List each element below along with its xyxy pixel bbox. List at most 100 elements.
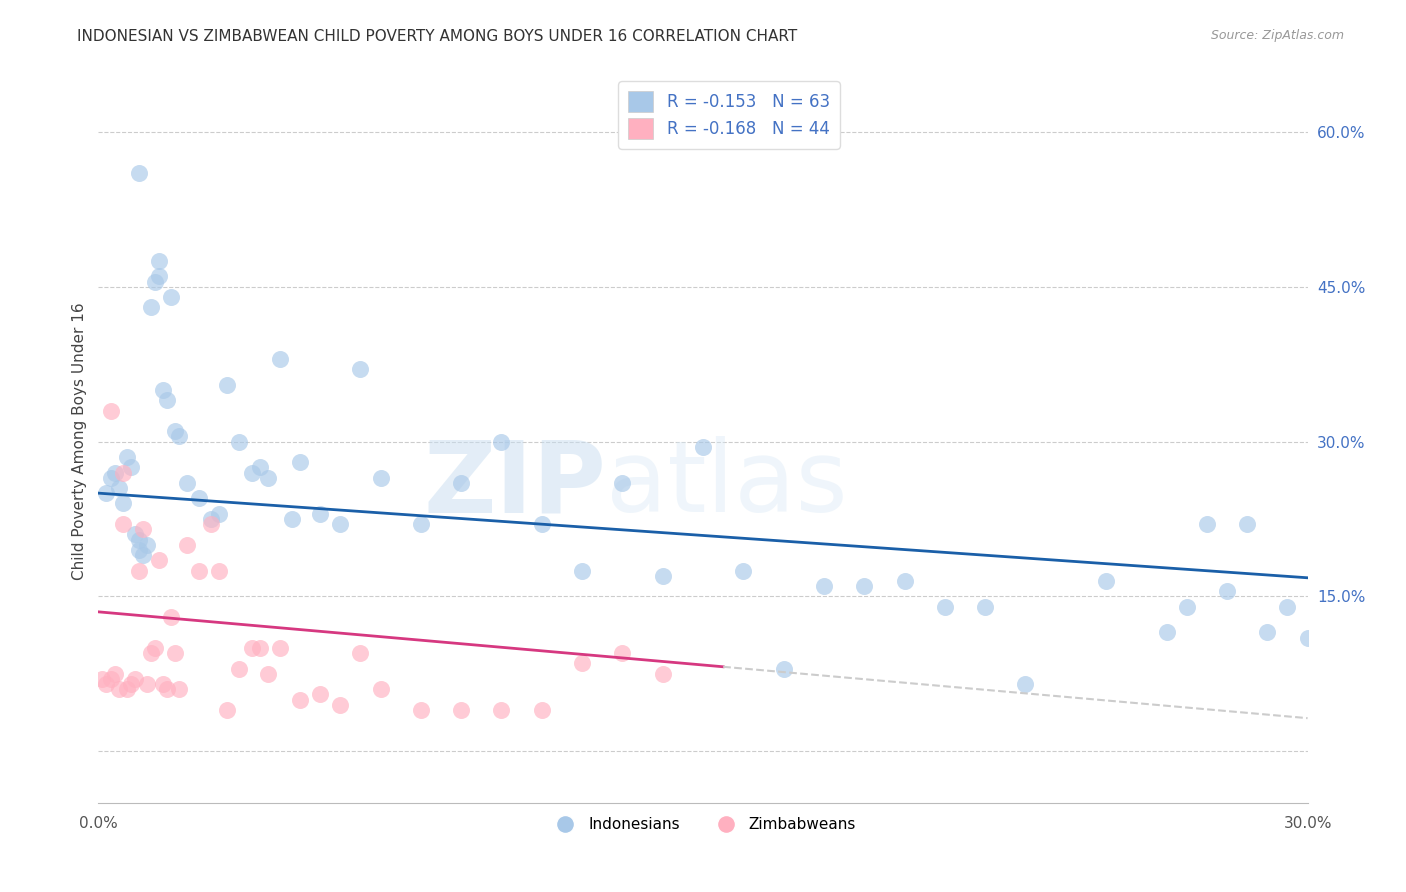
Point [100,403,122,417]
Point [772,662,794,676]
Point [200,517,222,532]
Point [612,646,634,660]
Legend: Indonesians, Zimbabweans: Indonesians, Zimbabweans [544,812,862,838]
Point [143,640,166,655]
Point [370,471,392,485]
Point [329,517,352,532]
Point [733,564,755,578]
Point [349,646,371,660]
Point [571,564,593,578]
Point [96,486,118,500]
Point [111,466,134,480]
Point [612,475,634,490]
Point [139,646,162,660]
Point [409,517,432,532]
Point [163,646,186,660]
Point [450,475,472,490]
Point [217,703,239,717]
Point [160,290,183,304]
Point [115,450,138,464]
Point [853,579,876,593]
Point [256,471,278,485]
Point [167,682,190,697]
Point [1175,599,1198,614]
Point [309,507,332,521]
Text: INDONESIAN VS ZIMBABWEAN CHILD POVERTY AMONG BOYS UNDER 16 CORRELATION CHART: INDONESIAN VS ZIMBABWEAN CHILD POVERTY A… [77,29,797,44]
Point [128,533,150,547]
Point [651,568,673,582]
Point [530,517,553,532]
Point [1095,574,1118,588]
Point [409,703,432,717]
Point [249,640,271,655]
Point [152,677,174,691]
Point [1156,625,1178,640]
Point [934,599,956,614]
Point [692,440,714,454]
Point [111,496,134,510]
Point [100,471,122,485]
Point [269,351,291,366]
Point [115,682,138,697]
Point [813,579,835,593]
Point [128,564,150,578]
Point [893,574,915,588]
Point [107,682,129,697]
Point [1256,625,1278,640]
Text: Source: ZipAtlas.com: Source: ZipAtlas.com [1211,29,1344,42]
Point [120,677,142,691]
Point [156,682,179,697]
Point [120,460,142,475]
Point [450,703,472,717]
Point [329,698,352,712]
Point [167,429,190,443]
Point [491,434,513,449]
Point [651,666,673,681]
Point [256,666,278,681]
Point [240,640,263,655]
Point [309,687,332,701]
Point [124,672,146,686]
Point [208,564,231,578]
Point [148,269,170,284]
Point [1014,677,1036,691]
Point [200,512,222,526]
Point [135,677,157,691]
Point [571,657,593,671]
Point [176,538,198,552]
Point [163,424,186,438]
Point [1277,599,1299,614]
Point [103,466,125,480]
Point [208,507,231,521]
Point [132,548,155,562]
Point [530,703,553,717]
Point [124,527,146,541]
Point [176,475,198,490]
Point [160,610,183,624]
Point [91,672,114,686]
Point [349,362,371,376]
Point [96,677,118,691]
Point [288,692,311,706]
Text: atlas: atlas [606,436,848,533]
Point [152,383,174,397]
Point [188,564,211,578]
Point [103,666,125,681]
Point [1195,517,1218,532]
Point [281,512,304,526]
Point [228,662,250,676]
Point [228,434,250,449]
Point [143,275,166,289]
Point [188,491,211,506]
Point [974,599,997,614]
Y-axis label: Child Poverty Among Boys Under 16: Child Poverty Among Boys Under 16 [72,302,87,581]
Point [107,481,129,495]
Point [100,672,122,686]
Point [1296,631,1319,645]
Point [491,703,513,717]
Point [111,517,134,532]
Point [148,553,170,567]
Point [148,254,170,268]
Point [139,301,162,315]
Point [132,522,155,536]
